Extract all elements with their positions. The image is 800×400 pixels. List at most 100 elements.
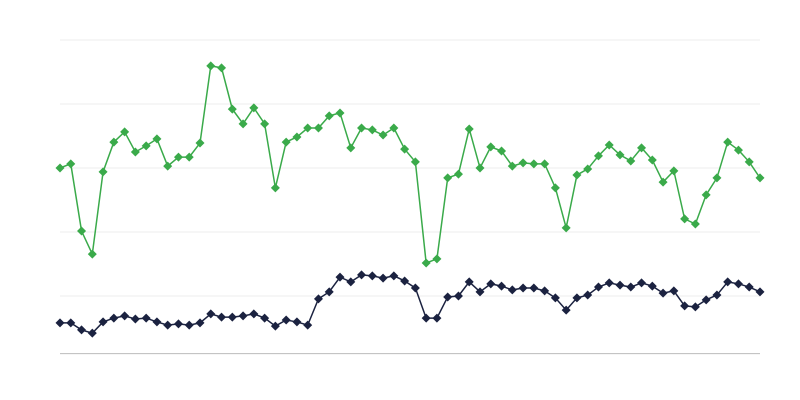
point [647,281,657,291]
point [238,119,248,129]
point [66,159,76,169]
point [733,145,743,155]
point [249,103,259,113]
point [217,312,227,322]
point [475,163,485,173]
point [195,138,205,148]
point [690,302,700,312]
point [281,137,291,147]
point [540,159,550,169]
point [507,161,517,171]
point [303,123,313,133]
point [669,166,679,176]
point [367,125,377,135]
point [55,163,65,173]
point [593,151,603,161]
point [227,312,237,322]
point [453,291,463,301]
point [292,317,302,327]
point [217,63,227,73]
point [604,278,614,288]
point [270,183,280,193]
point [109,313,119,323]
point [335,272,345,282]
point [669,286,679,296]
point [529,159,539,169]
point [744,157,754,167]
point [432,313,442,323]
point [550,293,560,303]
point [130,314,140,324]
point [701,190,711,200]
point [346,143,356,153]
point [637,143,647,153]
point [163,320,173,330]
point [281,315,291,325]
point [723,137,733,147]
point [227,104,237,114]
point [583,290,593,300]
point [497,281,507,291]
point [626,156,636,166]
point [421,313,431,323]
point [313,123,323,133]
point [400,144,410,154]
point [432,254,442,264]
point [680,214,690,224]
point [733,279,743,289]
point [486,279,496,289]
point [572,170,582,180]
point [120,311,130,321]
point [712,173,722,183]
point [464,277,474,287]
point [744,282,754,292]
point [378,273,388,283]
point [55,318,65,328]
point [507,285,517,295]
point [206,309,216,319]
point [238,311,248,321]
point [647,155,657,165]
point [561,223,571,233]
point [130,147,140,157]
point [249,309,259,319]
point [637,278,647,288]
point [206,61,216,71]
point [701,295,711,305]
point [540,286,550,296]
point [561,305,571,315]
point [389,271,399,281]
point [723,277,733,287]
point [658,288,668,298]
point [270,321,280,331]
point [486,142,496,152]
point [421,258,431,268]
point [77,226,87,236]
point [346,277,356,287]
point [152,317,162,327]
point [604,140,614,150]
point [195,318,205,328]
point [615,280,625,290]
point [324,111,334,121]
point [324,287,334,297]
point [378,130,388,140]
point [475,287,485,297]
point [626,282,636,292]
point [141,313,151,323]
point [87,249,97,259]
point [410,283,420,293]
point [464,124,474,134]
point [583,164,593,174]
point [141,141,151,151]
point [690,219,700,229]
point [680,301,690,311]
point [120,127,130,137]
point [593,282,603,292]
point [357,270,367,280]
point [303,320,313,330]
point [400,276,410,286]
point [98,317,108,327]
